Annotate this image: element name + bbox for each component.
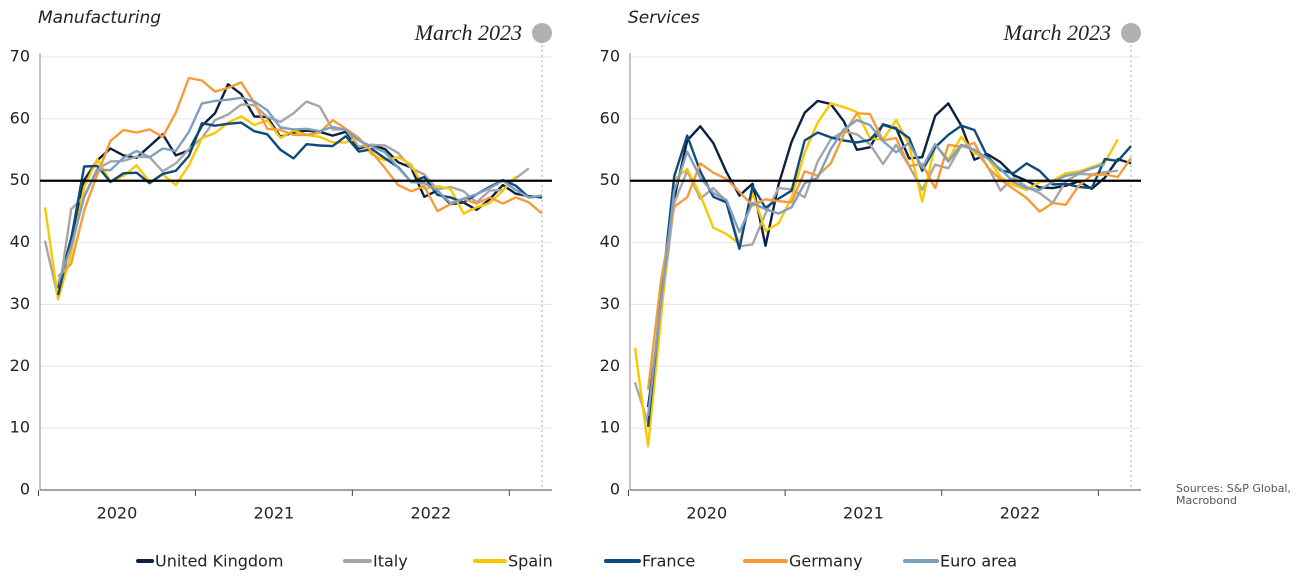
chart-title: Manufacturing [38, 8, 161, 28]
y-tick-label: 70 [600, 47, 620, 66]
legend-label: France [642, 552, 695, 571]
y-tick-label: 20 [10, 356, 30, 375]
y-tick-label: 20 [600, 356, 620, 375]
series-line [56, 96, 543, 284]
series-line [646, 118, 1106, 416]
y-tick-label: 70 [10, 47, 30, 66]
legend-label: Italy [373, 552, 408, 571]
chart-title: Services [628, 8, 700, 28]
legend-label: Euro area [940, 552, 1017, 571]
series-line [633, 102, 1119, 448]
source-note: Sources: S&P Global, Macrobond [1176, 482, 1291, 507]
y-tick-label: 50 [600, 170, 620, 189]
y-tick-label: 60 [10, 108, 30, 127]
annotation: March 2023 [414, 20, 522, 45]
y-tick-label: 40 [600, 232, 620, 251]
x-tick-label: 2022 [1000, 504, 1041, 523]
y-tick-label: 40 [10, 232, 30, 251]
series-line [56, 121, 543, 296]
series-line [646, 123, 1132, 428]
y-tick-label: 30 [600, 294, 620, 313]
y-tick-label: 60 [600, 108, 620, 127]
series-line [633, 130, 1119, 425]
y-tick-label: 30 [10, 294, 30, 313]
legend-label: Germany [789, 552, 863, 571]
legend-label: Spain [508, 552, 553, 571]
series-line [43, 115, 517, 301]
x-tick-label: 2020 [97, 504, 138, 523]
y-tick-label: 50 [10, 170, 30, 189]
y-tick-label: 0 [20, 480, 30, 499]
x-tick-label: 2022 [410, 504, 451, 523]
legend-label: United Kingdom [155, 552, 283, 571]
x-tick-label: 2020 [686, 504, 727, 523]
y-tick-label: 0 [610, 480, 620, 499]
x-tick-label: 2021 [254, 504, 295, 523]
latest-dot [532, 23, 552, 43]
x-tick-label: 2021 [843, 504, 884, 523]
annotation: March 2023 [1003, 20, 1111, 45]
y-tick-label: 10 [10, 418, 30, 437]
y-tick-label: 10 [600, 418, 620, 437]
latest-dot [1121, 23, 1141, 43]
series-line [56, 83, 543, 289]
